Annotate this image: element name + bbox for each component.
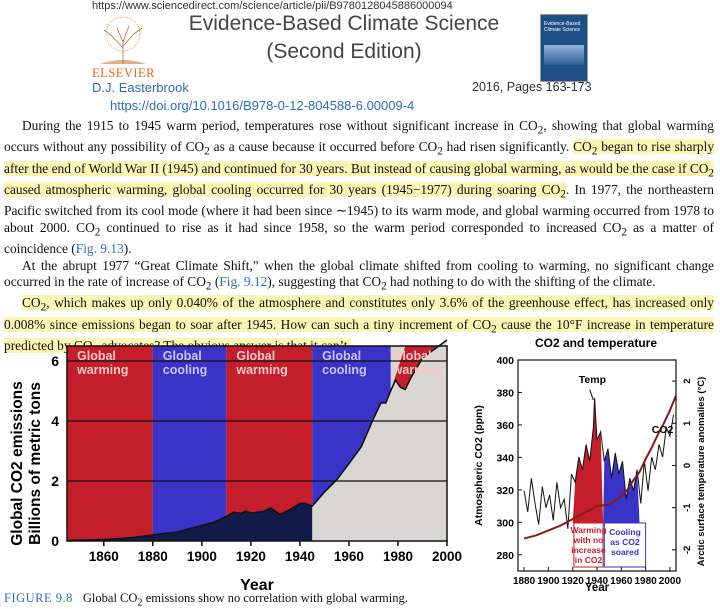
cooling-box-text: as CO2: [610, 537, 640, 547]
figure-caption: FIGURE 9.8 Global CO2 emissions show no c…: [4, 591, 408, 609]
warming-box: [573, 522, 604, 568]
period-band: [152, 346, 227, 541]
cooling-fill: [603, 448, 640, 523]
y-axis-label-right: Arctic surface temperature anomalies (°C…: [696, 377, 707, 567]
x-tick-label: 1960: [610, 576, 633, 587]
co2-temperature-chart: 280 300 320 340 360 380 400 -2 -1 0 1 2 1880 1900 1920…: [473, 336, 707, 592]
book-title[interactable]: Evidence-Based Climate Science (Second E…: [188, 12, 500, 63]
emissions-line: [66, 339, 448, 542]
x-tick-label: 1940: [285, 549, 315, 564]
source-url[interactable]: https://www.sciencedirect.com/science/ar…: [92, 0, 453, 12]
period-label: Global: [163, 349, 202, 363]
y-tick-label: 0: [51, 533, 59, 549]
period-label: cooling: [322, 363, 366, 377]
x-tick-label: 1960: [334, 549, 364, 564]
warming-box-text: increase: [571, 545, 606, 555]
cooling-box: [603, 522, 647, 568]
period-label: warming: [76, 363, 128, 377]
co2-line: [523, 395, 677, 540]
x-tick-label: 1880: [513, 576, 536, 587]
paragraph-2: At the abrupt 1977 “Great Climate Shift,…: [4, 257, 714, 293]
chart-title: CO2 and temperature: [535, 336, 657, 350]
x-tick-label: 1900: [187, 549, 217, 564]
y-tick-label-right: -2: [682, 546, 693, 554]
temp-annotation: Temp: [579, 374, 606, 386]
y-axis-label-2: Billions of metric tons: [27, 382, 44, 545]
warming-box-text: in CO2: [575, 555, 603, 565]
co2-annotation: CO2: [652, 424, 674, 436]
x-tick-label: 1980: [634, 576, 657, 587]
y-tick-label: 4: [51, 413, 59, 429]
x-tick-label: 1980: [383, 549, 413, 564]
period-label: warming: [235, 363, 287, 377]
temp-annotation-arrow: [589, 389, 594, 401]
y-tick-label-left: 380: [496, 387, 514, 399]
emissions-area-grey: [312, 340, 447, 541]
y-tick-label-right: 2: [682, 378, 693, 383]
period-label: Global: [77, 349, 116, 363]
temp-line: [523, 397, 675, 529]
figure-label: FIGURE 9.8: [4, 591, 73, 605]
elsevier-logo: [92, 14, 154, 80]
y-tick-label-right: 0: [682, 463, 693, 468]
figure-ref-9-13[interactable]: Fig. 9.13: [75, 240, 124, 256]
y-tick-label-right: 1: [682, 420, 693, 426]
emissions-chart: GlobalwarmingGlobalcoolingGlobalwarmingG…: [9, 339, 462, 592]
publication-info: 2016, Pages 163-173: [472, 80, 592, 94]
article-body: During the 1915 to 1945 warm period, tem…: [4, 118, 715, 359]
y-tick-label: 2: [51, 473, 59, 489]
y-tick-label-left: 340: [496, 452, 514, 464]
y-tick-label-left: 320: [496, 485, 514, 497]
y-tick-label-right: -1: [682, 503, 693, 512]
cover-image: [544, 45, 584, 65]
cooling-box-text: Cooling: [609, 527, 641, 537]
warming-box-text: Warming: [570, 525, 606, 535]
period-label: warming: [392, 363, 444, 377]
x-tick-label: 1900: [537, 576, 560, 587]
y-tick-label-left: 360: [496, 420, 514, 432]
plot-frame: [66, 345, 448, 542]
author-link[interactable]: D.J. Easterbrook: [92, 80, 189, 95]
cover-title: Evidence-Based Climate Science: [544, 21, 581, 33]
x-tick-label: 2000: [432, 549, 462, 564]
paragraph-1: During the 1915 to 1945 warm period, tem…: [4, 118, 715, 256]
cooling-box-text: soared: [611, 547, 639, 557]
period-label: cooling: [163, 363, 207, 377]
tree-icon: [92, 14, 154, 66]
period-label: Global: [322, 349, 361, 363]
book-cover[interactable]: Evidence-Based Climate Science: [540, 14, 588, 82]
x-tick-label: 1920: [562, 576, 585, 587]
period-band: [390, 340, 447, 391]
warming-box-text: with no: [573, 535, 604, 545]
y-axis-label-left: Atmospheric CO2 (ppm): [473, 405, 485, 526]
x-axis-label: Year: [585, 582, 610, 592]
period-label: Global: [236, 349, 275, 363]
figure-ref-9-12[interactable]: Fig. 9.12: [219, 274, 268, 290]
y-tick-label-left: 280: [496, 550, 514, 562]
y-axis-label: Global CO2 emissions: [9, 381, 26, 546]
x-tick-label: 2000: [659, 576, 682, 587]
doi-link[interactable]: https://doi.org/10.1016/B978-0-12-804588…: [110, 98, 415, 113]
x-tick-label: 1920: [236, 549, 266, 564]
y-tick-label-left: 400: [496, 355, 514, 367]
x-tick-label: 1860: [89, 549, 119, 564]
x-axis-label: Year: [240, 577, 274, 592]
x-tick-label: 1880: [138, 549, 168, 564]
publisher-name: ELSEVIER: [92, 66, 156, 80]
warming-fill: [572, 397, 604, 523]
x-tick-label: 1940: [586, 576, 609, 587]
y-tick-label-left: 300: [496, 517, 514, 529]
period-band: [67, 346, 153, 541]
period-label: Global: [393, 349, 432, 363]
y-tick-label: 6: [51, 353, 59, 369]
